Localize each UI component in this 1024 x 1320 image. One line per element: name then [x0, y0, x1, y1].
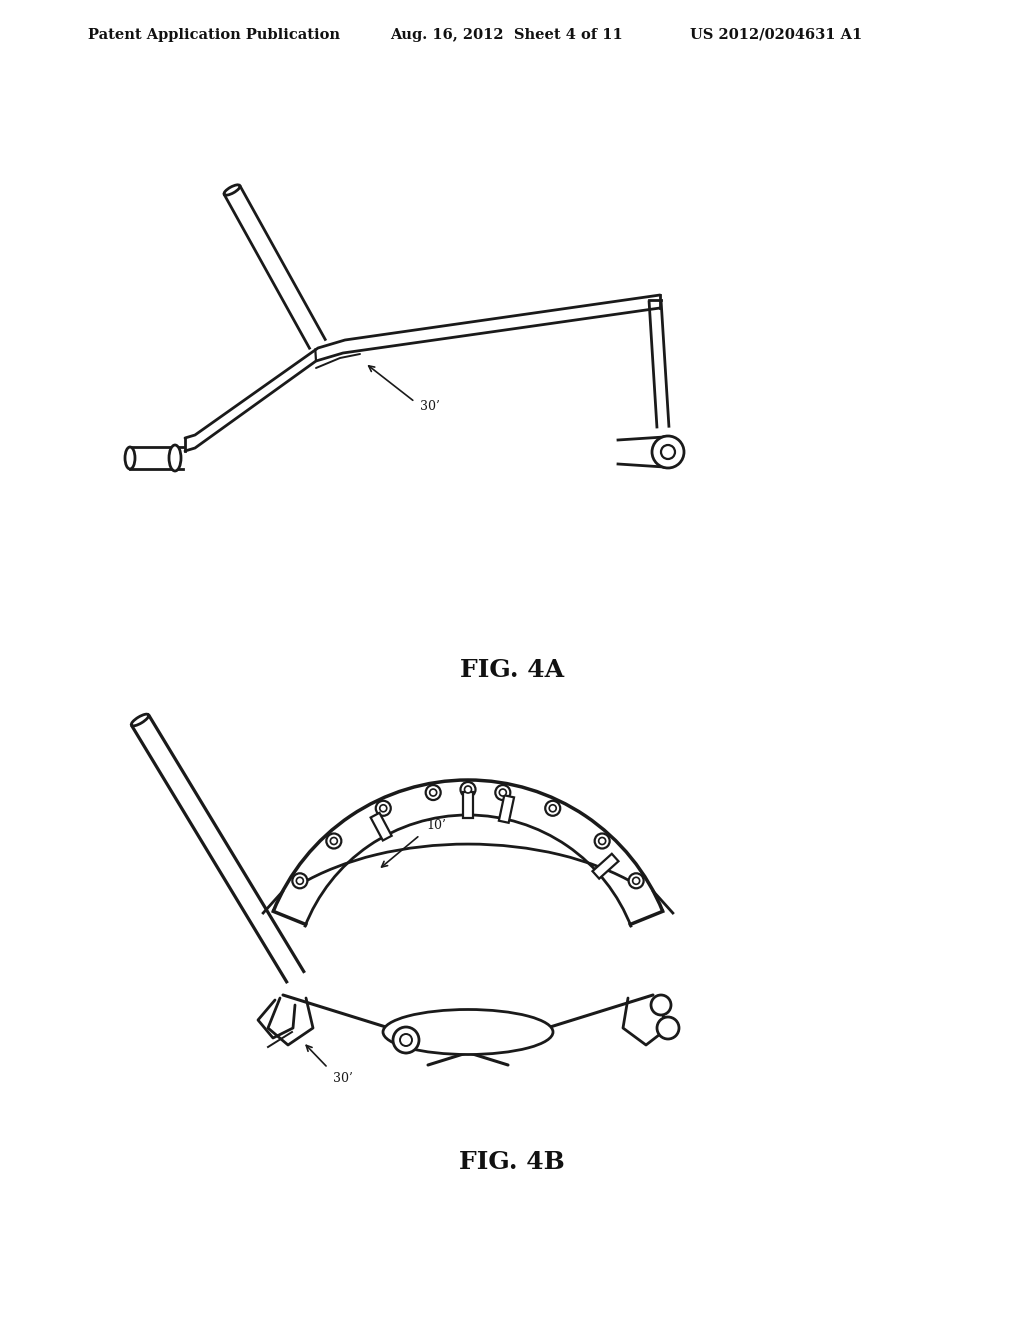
Ellipse shape — [224, 185, 240, 195]
Text: US 2012/0204631 A1: US 2012/0204631 A1 — [690, 28, 862, 42]
Circle shape — [292, 874, 307, 888]
Ellipse shape — [169, 445, 181, 471]
Polygon shape — [371, 813, 391, 841]
Polygon shape — [593, 854, 618, 879]
Polygon shape — [463, 792, 473, 818]
Circle shape — [296, 878, 303, 884]
Ellipse shape — [125, 447, 135, 469]
Text: 30’: 30’ — [420, 400, 440, 413]
Circle shape — [662, 445, 675, 459]
Circle shape — [430, 789, 436, 796]
Circle shape — [651, 995, 671, 1015]
Circle shape — [465, 785, 471, 793]
Circle shape — [461, 781, 475, 797]
Circle shape — [380, 805, 387, 812]
Circle shape — [652, 436, 684, 469]
Circle shape — [393, 1027, 419, 1053]
Circle shape — [426, 785, 440, 800]
Text: 30’: 30’ — [333, 1072, 353, 1085]
Ellipse shape — [383, 1010, 553, 1055]
Ellipse shape — [131, 714, 148, 726]
Circle shape — [549, 805, 556, 812]
Circle shape — [331, 837, 337, 845]
Circle shape — [629, 874, 644, 888]
Circle shape — [545, 801, 560, 816]
Circle shape — [327, 833, 341, 849]
Text: Patent Application Publication: Patent Application Publication — [88, 28, 340, 42]
Text: FIG. 4A: FIG. 4A — [460, 657, 564, 682]
Circle shape — [599, 837, 605, 845]
Circle shape — [633, 878, 640, 884]
Circle shape — [400, 1034, 412, 1045]
Text: FIG. 4B: FIG. 4B — [459, 1150, 565, 1173]
Circle shape — [376, 801, 391, 816]
Circle shape — [496, 785, 510, 800]
Polygon shape — [499, 795, 514, 822]
Text: Aug. 16, 2012  Sheet 4 of 11: Aug. 16, 2012 Sheet 4 of 11 — [390, 28, 623, 42]
Circle shape — [500, 789, 506, 796]
Circle shape — [657, 1016, 679, 1039]
Text: 10’: 10’ — [426, 818, 445, 832]
Circle shape — [595, 833, 609, 849]
